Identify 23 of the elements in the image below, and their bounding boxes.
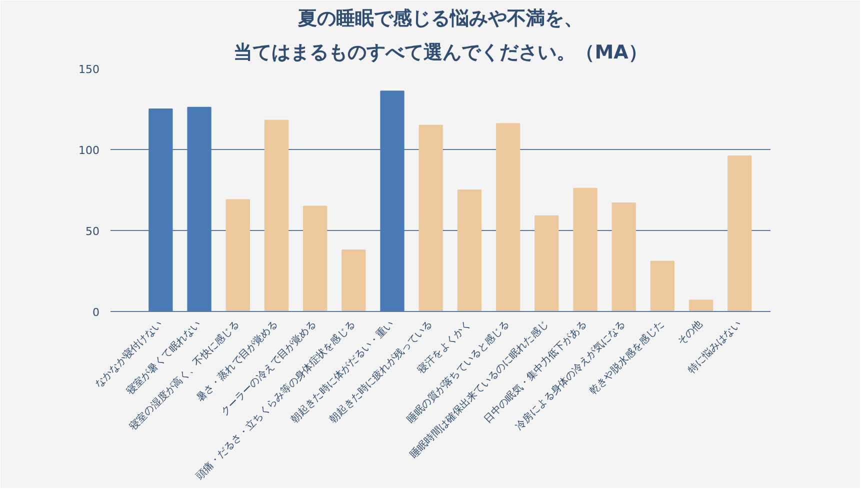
bar bbox=[496, 123, 520, 312]
bar bbox=[264, 120, 289, 312]
chart-subtitle: 当てはまるものすべて選んでください。（MA） bbox=[234, 42, 648, 64]
y-tick-label: 100 bbox=[78, 144, 100, 157]
y-tick-label: 150 bbox=[78, 63, 100, 76]
y-tick-label: 50 bbox=[86, 225, 100, 238]
bar bbox=[418, 124, 443, 312]
bar bbox=[728, 155, 752, 312]
bar bbox=[688, 300, 714, 312]
bar bbox=[302, 206, 328, 312]
bar bbox=[187, 106, 212, 312]
y-tick-label: 0 bbox=[92, 306, 100, 319]
bar bbox=[342, 249, 366, 312]
bar bbox=[573, 188, 598, 312]
bar bbox=[148, 108, 173, 312]
bar bbox=[612, 202, 636, 312]
bar bbox=[650, 260, 675, 312]
chart-title: 夏の睡眠で感じる悩みや不満を、 bbox=[297, 8, 583, 30]
bar bbox=[457, 190, 482, 312]
x-tick-label: その他 bbox=[675, 318, 705, 348]
bar bbox=[534, 215, 559, 312]
bar bbox=[226, 199, 250, 312]
bar bbox=[380, 90, 404, 312]
